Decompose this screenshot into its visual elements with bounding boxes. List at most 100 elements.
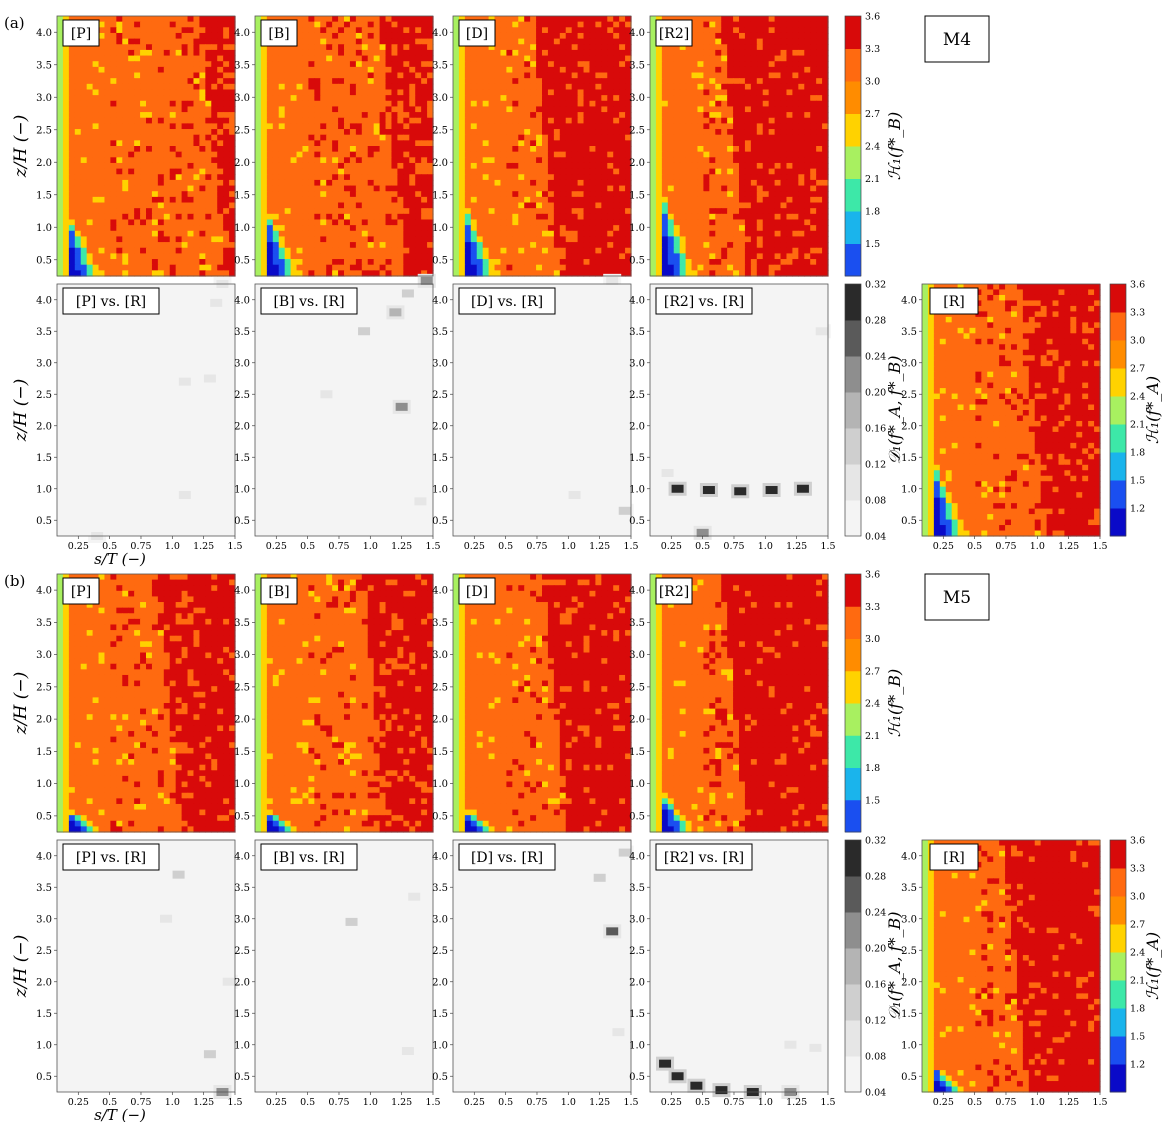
heatmap-cell [187, 213, 195, 221]
heatmap-cell [530, 185, 537, 192]
heatmap-cell [476, 253, 484, 260]
heatmap-cell [68, 174, 76, 181]
heatmap-cell [685, 66, 693, 74]
heatmap-cell [326, 27, 333, 34]
heatmap-cell [536, 49, 543, 57]
heatmap-cell [721, 55, 728, 62]
heatmap-cell [349, 27, 357, 34]
heatmap-cell [524, 219, 531, 226]
heatmap-cell [571, 219, 579, 226]
heatmap-cell [595, 213, 602, 221]
heatmap-cell [74, 151, 82, 158]
heatmap-cell [589, 72, 596, 79]
heatmap-cell [506, 100, 513, 108]
heatmap-cell [768, 117, 776, 124]
heatmap-cell [290, 225, 298, 232]
heatmap-cell [804, 38, 811, 45]
heatmap-cell [650, 129, 657, 136]
heatmap-cell [530, 55, 537, 62]
heatmap-cell [559, 134, 567, 141]
heatmap-cell [524, 151, 531, 158]
heatmap-cell [98, 32, 106, 40]
heatmap-cell [175, 140, 183, 147]
heatmap-cell [458, 213, 466, 221]
heatmap-cell [607, 196, 614, 204]
heatmap-cell [476, 146, 484, 153]
heatmap-cell [326, 16, 333, 23]
heatmap-cell [163, 213, 171, 221]
heatmap-cell [816, 162, 823, 170]
heatmap-cell [260, 129, 268, 136]
heatmap-cell [86, 72, 94, 79]
heatmap-cell [308, 247, 315, 254]
heatmap-cell [146, 72, 153, 79]
heatmap-cell [169, 202, 177, 209]
heatmap-cell [74, 146, 82, 153]
heatmap-cell [655, 157, 663, 164]
heatmap-cell [798, 61, 805, 68]
heatmap-cell [409, 49, 416, 57]
heatmap-cell [792, 72, 799, 79]
heatmap-cell [187, 100, 195, 108]
heatmap-cell [559, 213, 567, 221]
heatmap-cell [750, 38, 758, 45]
heatmap-cell [542, 72, 549, 79]
heatmap-cell [62, 219, 70, 226]
heatmap-cell [169, 83, 177, 91]
heatmap-cell [744, 89, 752, 96]
heatmap-cell [211, 16, 218, 23]
heatmap-cell [284, 174, 292, 181]
heatmap-cell [314, 191, 321, 198]
heatmap-cell [397, 38, 404, 45]
heatmap-cell [524, 129, 531, 136]
heatmap-cell [128, 247, 135, 254]
heatmap-cell [332, 230, 339, 238]
heatmap-cell [134, 100, 141, 108]
heatmap-cell [547, 140, 555, 147]
heatmap-cell [494, 66, 502, 74]
heatmap-cell [175, 196, 183, 204]
heatmap-cell [302, 112, 309, 119]
heatmap-cell [553, 16, 561, 23]
heatmap-cell [187, 72, 195, 79]
heatmap-cell [163, 208, 171, 215]
heatmap-cell [553, 168, 561, 175]
heatmap-cell [229, 219, 236, 226]
heatmap-cell [816, 89, 823, 96]
heatmap-cell [506, 72, 513, 79]
heatmap-cell [553, 129, 561, 136]
heatmap-cell [601, 32, 608, 40]
heatmap-cell [332, 242, 339, 249]
heatmap-cell [169, 219, 177, 226]
heatmap-cell [625, 270, 632, 277]
heatmap-cell [193, 66, 200, 74]
heatmap-cell [685, 157, 693, 164]
heatmap-cell [750, 157, 758, 164]
heatmap-cell [229, 38, 236, 45]
heatmap-cell [349, 213, 357, 221]
heatmap-cell [199, 242, 206, 249]
heatmap-cell [494, 134, 502, 141]
heatmap-cell [92, 55, 100, 62]
heatmap-cell [595, 100, 602, 108]
heatmap-cell [181, 168, 189, 175]
heatmap-cell [57, 55, 64, 62]
heatmap-cell [314, 129, 321, 136]
heatmap-cell [314, 112, 321, 119]
heatmap-cell [524, 95, 531, 102]
heatmap-cell [589, 208, 596, 215]
heatmap-cell [595, 21, 602, 28]
heatmap-cell [553, 174, 561, 181]
heatmap-cell [229, 162, 236, 170]
heatmap-cell [320, 174, 327, 181]
heatmap-cell [774, 123, 782, 130]
heatmap-cell [260, 117, 268, 124]
heatmap-cell [349, 16, 357, 23]
heatmap-cell [774, 61, 782, 68]
heatmap-cell [619, 129, 626, 136]
heatmap-cell [613, 157, 620, 164]
heatmap-cell [786, 78, 793, 85]
heatmap-cell [744, 83, 752, 91]
heatmap-cell [308, 202, 315, 209]
heatmap-cell [367, 83, 375, 91]
